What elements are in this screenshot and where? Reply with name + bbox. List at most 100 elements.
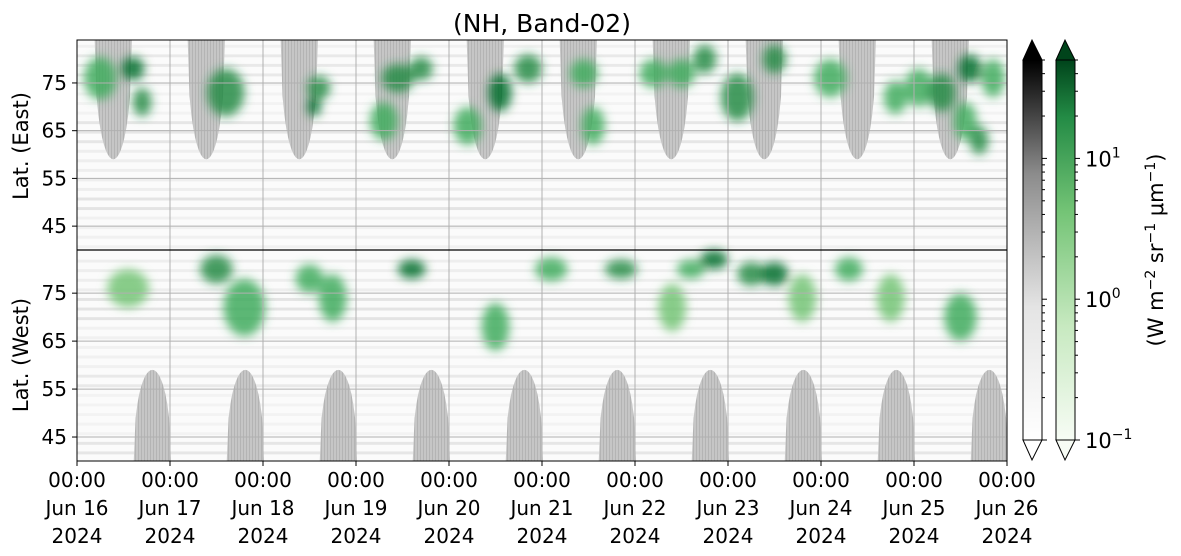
x-tick-label: 00:00 <box>606 468 664 492</box>
ylabel-west: Lat. (West) <box>9 298 33 412</box>
x-tick-label: Jun 17 <box>136 496 201 520</box>
x-tick-label: 00:00 <box>699 468 757 492</box>
y-tick-label-west: 65 <box>42 329 67 353</box>
emission-blob <box>381 63 415 93</box>
x-tick-label: 00:00 <box>792 468 850 492</box>
colorbar-green-body <box>1055 59 1076 441</box>
x-tick-label: 2024 <box>982 524 1033 548</box>
emission-blob <box>639 59 668 88</box>
emission-blob <box>981 59 1005 98</box>
emission-blob <box>132 87 152 117</box>
emission-blob <box>700 250 728 270</box>
emission-blob <box>488 73 512 112</box>
x-tick-label: 00:00 <box>141 468 199 492</box>
colorbar-green-extend-top <box>1055 38 1076 61</box>
emission-blob <box>535 257 568 282</box>
emission-blob <box>409 56 433 81</box>
no-data-lobe-east <box>838 40 876 160</box>
y-tick-label-west: 75 <box>42 281 67 305</box>
x-tick-label: 2024 <box>424 524 475 548</box>
emission-blob <box>667 59 696 88</box>
emission-blob <box>107 269 150 308</box>
emission-blob <box>307 97 322 117</box>
no-data-lobe-west <box>505 369 543 461</box>
x-tick-label: 2024 <box>331 524 382 548</box>
colorbar-gray-extend-bottom <box>1022 439 1043 462</box>
emission-blob <box>397 259 426 279</box>
no-data-lobe-west <box>877 369 915 461</box>
x-tick-label: Jun 19 <box>322 496 387 520</box>
ylabel-east: Lat. (East) <box>9 92 33 200</box>
x-tick-label: 00:00 <box>885 468 943 492</box>
emission-blob <box>927 73 956 112</box>
y-tick-label-east: 55 <box>42 166 67 190</box>
x-tick-label: 2024 <box>889 524 940 548</box>
no-data-lobe-west <box>598 369 636 461</box>
emission-blob <box>658 283 687 332</box>
emission-blob <box>121 56 145 81</box>
x-tick-label: Jun 24 <box>787 496 852 520</box>
emission-blob <box>369 102 398 141</box>
emission-blob <box>944 293 977 341</box>
colorbar-tick-label: 101 <box>1085 145 1121 171</box>
x-tick-label: 2024 <box>238 524 289 548</box>
x-tick-label: 00:00 <box>327 468 385 492</box>
emission-blob <box>83 56 117 100</box>
x-tick-label: Jun 26 <box>973 496 1038 520</box>
no-data-lobe-west <box>412 369 450 461</box>
x-tick-label: Jun 23 <box>694 496 759 520</box>
x-tick-label: 00:00 <box>234 468 292 492</box>
colorbar-ticks: 101 100 10−1 <box>1042 59 1132 453</box>
emission-blob <box>223 278 266 337</box>
y-tick-label-east: 45 <box>42 214 67 238</box>
emission-blob <box>762 44 787 74</box>
emission-blob <box>760 262 789 286</box>
colorbar-gray <box>1022 38 1043 462</box>
x-tick-label: 00:00 <box>48 468 106 492</box>
x-tick-label: 2024 <box>517 524 568 548</box>
x-tick-label: Jun 22 <box>601 496 666 520</box>
no-data-lobe-west <box>226 369 264 461</box>
x-tick-label: Jun 16 <box>43 496 108 520</box>
emission-blob <box>788 274 817 322</box>
no-data-regions <box>94 40 1007 461</box>
emission-blob <box>969 125 989 155</box>
y-tick-label-east: 65 <box>42 119 67 143</box>
emission-blob <box>569 59 598 88</box>
no-data-lobe-west <box>691 369 729 461</box>
x-axis-ticks: 00:00 Jun 16 2024 00:00 Jun 17 2024 00:00 Jun 1… <box>43 461 1039 548</box>
x-tick-label: 00:00 <box>513 468 571 492</box>
emission-blob <box>514 54 542 83</box>
emission-blob <box>307 75 331 100</box>
x-tick-label: Jun 18 <box>229 496 294 520</box>
no-data-lobe-west <box>784 369 822 461</box>
y-tick-label-east: 75 <box>42 71 67 95</box>
emission-blob <box>481 302 510 351</box>
chart-title: (NH, Band-02) <box>453 9 631 38</box>
y-tick-label-west: 45 <box>42 425 67 449</box>
emission-blob <box>883 80 908 114</box>
x-tick-label: 00:00 <box>978 468 1036 492</box>
emission-blob <box>814 59 847 98</box>
emission-blob <box>453 106 482 145</box>
x-tick-label: 2024 <box>703 524 754 548</box>
x-tick-label: 2024 <box>796 524 847 548</box>
y-axis-ticks: 45 55 65 75 75 65 55 45 <box>42 71 77 449</box>
x-tick-label: 00:00 <box>420 468 478 492</box>
colorbar-tick-label: 100 <box>1085 286 1121 312</box>
colorbar-green-extend-bottom <box>1055 439 1076 462</box>
emission-blob <box>693 44 717 74</box>
x-tick-label: Jun 20 <box>415 496 480 520</box>
emission-blob <box>904 68 933 107</box>
colorbar-green <box>1055 38 1076 462</box>
grid-lines <box>77 40 1007 461</box>
no-data-lobe-west <box>133 369 171 461</box>
y-tick-label-west: 55 <box>42 377 67 401</box>
plot-area <box>77 40 1007 461</box>
emission-blob <box>834 257 863 282</box>
no-data-lobe-west <box>970 369 1007 461</box>
x-tick-label: Jun 25 <box>880 496 945 520</box>
x-tick-label: 2024 <box>610 524 661 548</box>
emission-blob <box>737 262 766 286</box>
